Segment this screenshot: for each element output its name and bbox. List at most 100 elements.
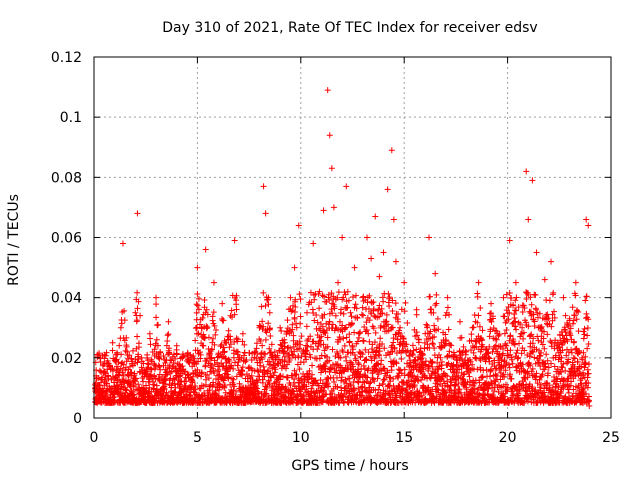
data-point <box>376 273 383 280</box>
data-point <box>339 322 346 329</box>
data-point <box>210 309 217 316</box>
data-point <box>525 323 532 330</box>
data-point <box>271 369 278 376</box>
data-point <box>262 210 269 217</box>
data-point <box>468 337 475 344</box>
data-point <box>544 331 551 338</box>
data-point <box>261 350 268 357</box>
x-tick-label: 0 <box>90 430 99 446</box>
data-point <box>334 294 341 301</box>
data-point <box>315 343 322 350</box>
data-point <box>198 369 205 376</box>
data-point <box>319 292 326 299</box>
data-point <box>386 303 393 310</box>
data-point <box>130 347 137 354</box>
data-point <box>360 378 367 385</box>
data-point <box>367 389 374 396</box>
data-point <box>501 393 508 400</box>
data-point <box>303 323 310 330</box>
data-point <box>390 375 397 382</box>
data-point <box>401 279 408 286</box>
data-point <box>378 357 385 364</box>
data-point <box>379 310 386 317</box>
data-point <box>412 360 419 367</box>
data-point <box>503 326 510 333</box>
data-point <box>287 294 294 301</box>
data-point <box>361 366 368 373</box>
data-point <box>338 396 345 403</box>
data-point <box>154 321 161 328</box>
data-point <box>275 356 282 363</box>
data-point <box>293 320 300 327</box>
data-point <box>309 362 316 369</box>
data-point <box>344 304 351 311</box>
data-point <box>220 376 227 383</box>
data-point <box>153 336 160 343</box>
data-point <box>460 371 467 378</box>
data-point <box>161 386 168 393</box>
data-point <box>477 357 484 364</box>
data-point <box>444 352 451 359</box>
data-point <box>359 351 366 358</box>
data-point <box>547 338 554 345</box>
data-point <box>403 341 410 348</box>
data-point <box>135 356 142 363</box>
data-point <box>225 374 232 381</box>
data-point <box>523 168 530 175</box>
data-point <box>180 369 187 376</box>
data-point <box>262 391 269 398</box>
data-point <box>293 394 300 401</box>
data-point <box>424 387 431 394</box>
data-point <box>230 376 237 383</box>
data-point <box>390 335 397 342</box>
data-point <box>442 389 449 396</box>
data-point <box>434 359 441 366</box>
data-point <box>148 358 155 365</box>
data-point <box>583 310 590 317</box>
data-point <box>220 377 227 384</box>
data-point <box>368 255 375 262</box>
data-point <box>172 355 179 362</box>
data-point <box>381 376 388 383</box>
data-point <box>446 311 453 318</box>
data-point <box>120 361 127 368</box>
data-point <box>508 356 515 363</box>
data-point <box>488 366 495 373</box>
data-point <box>371 395 378 402</box>
data-point <box>480 367 487 374</box>
data-point <box>372 213 379 220</box>
data-point <box>231 237 238 244</box>
data-point <box>197 351 204 358</box>
data-point <box>497 376 504 383</box>
data-point <box>379 380 386 387</box>
data-point <box>365 330 372 337</box>
data-point <box>150 378 157 385</box>
data-point <box>295 222 302 229</box>
data-point <box>515 319 522 326</box>
data-point <box>197 349 204 356</box>
data-point <box>534 309 541 316</box>
data-point <box>197 385 204 392</box>
data-point <box>355 361 362 368</box>
data-point <box>194 302 201 309</box>
data-point <box>429 363 436 370</box>
data-point <box>303 356 310 363</box>
data-point <box>137 312 144 319</box>
data-point <box>193 371 200 378</box>
data-point <box>564 360 571 367</box>
data-point <box>101 377 108 384</box>
data-point <box>274 387 281 394</box>
data-point <box>313 312 320 319</box>
data-point <box>332 312 339 319</box>
data-point <box>512 279 519 286</box>
data-point <box>328 290 335 297</box>
data-point <box>453 369 460 376</box>
data-point <box>363 327 370 334</box>
data-point <box>153 314 160 321</box>
data-point <box>528 331 535 338</box>
data-point <box>239 330 246 337</box>
data-point <box>290 332 297 339</box>
data-point <box>152 375 159 382</box>
data-point <box>518 350 525 357</box>
data-point <box>385 290 392 297</box>
